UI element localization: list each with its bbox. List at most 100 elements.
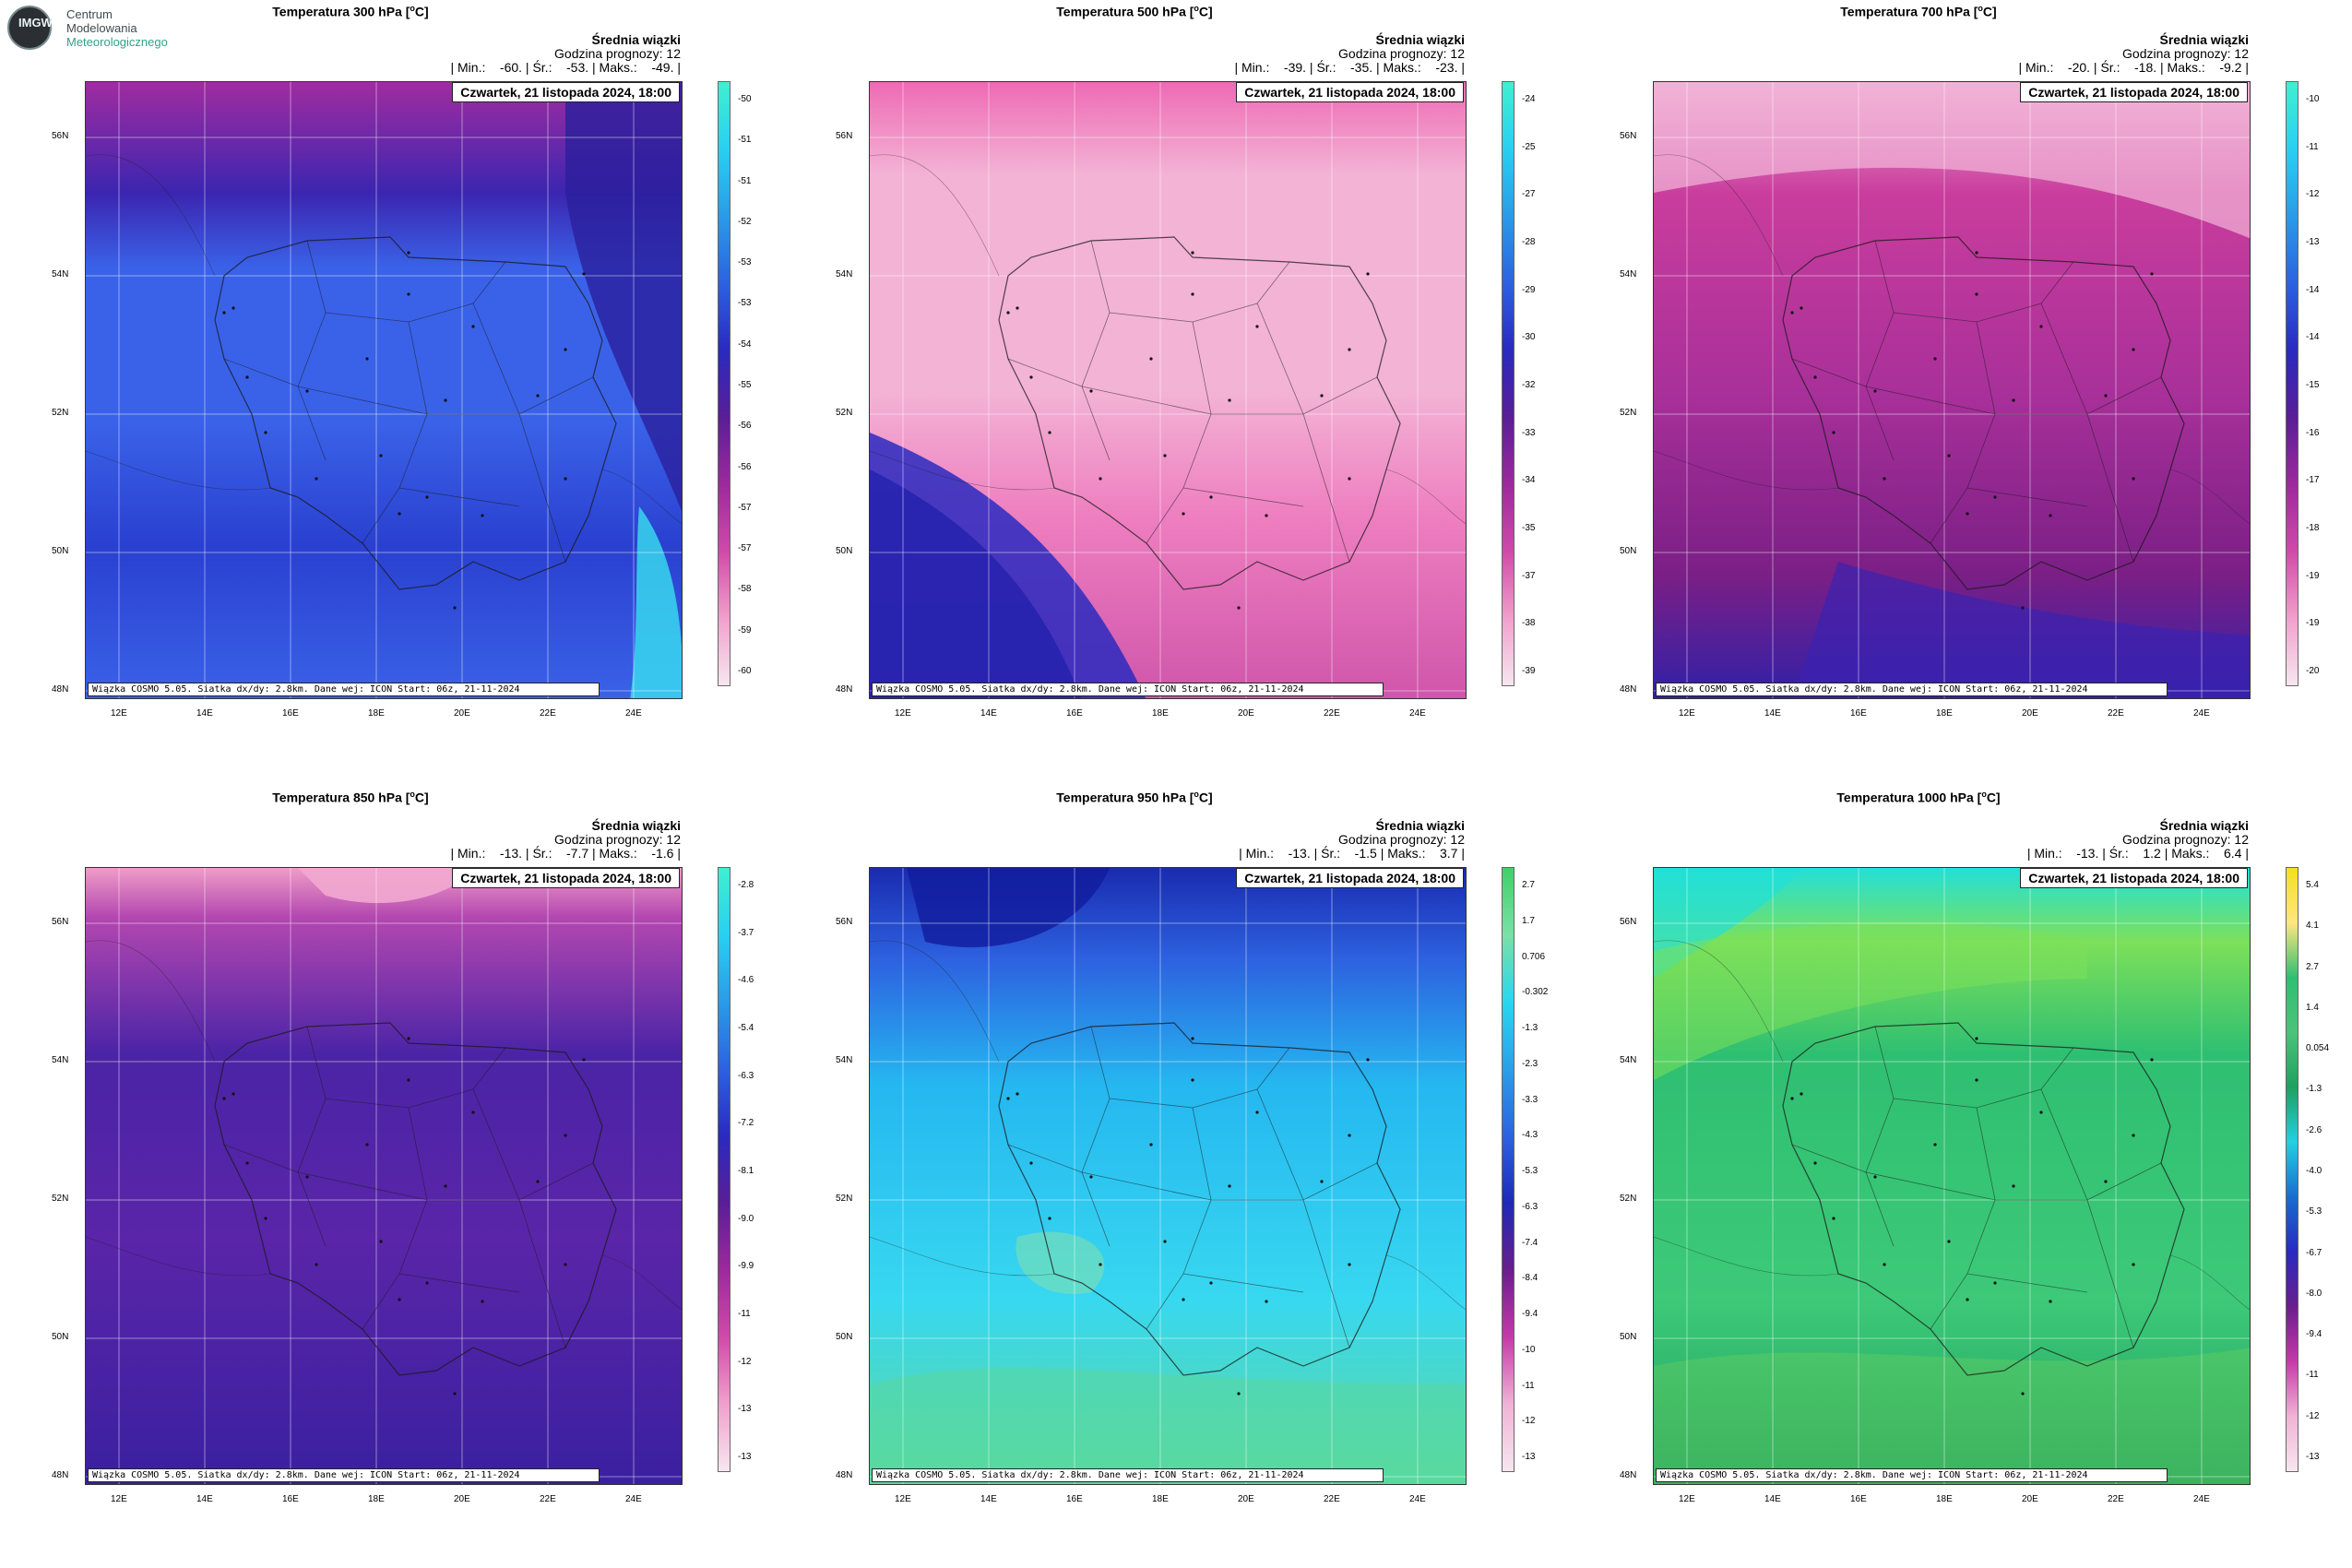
colorbar-label: -57 xyxy=(738,502,752,513)
colorbar-label: -24 xyxy=(1522,94,1536,104)
colorbar-label: -54 xyxy=(738,339,752,350)
colorbar-label: -8.1 xyxy=(738,1166,754,1176)
lat-tick-label: 52N xyxy=(52,1194,69,1204)
lat-tick-label: 50N xyxy=(1620,546,1637,556)
lat-tick-label: 56N xyxy=(52,131,69,141)
lat-tick-label: 50N xyxy=(836,546,853,556)
lon-tick-label: 22E xyxy=(540,708,556,719)
colorbar-label: -34 xyxy=(1522,475,1536,486)
lon-tick-label: 18E xyxy=(1152,708,1169,719)
colorbar-label: -55 xyxy=(738,380,752,390)
colorbar-label: -9.9 xyxy=(738,1261,754,1272)
lon-tick-label: 12E xyxy=(111,708,127,719)
panel-title-unit: C] xyxy=(414,790,429,805)
colorbar-label: -15 xyxy=(2306,380,2320,390)
ensemble-mean-label: Średnia wiązki xyxy=(2159,818,2249,833)
forecast-date-box: Czwartek, 21 listopada 2024, 18:00 xyxy=(1236,868,1464,888)
map-area: Czwartek, 21 listopada 2024, 18:00 Wiązka… xyxy=(85,81,683,699)
lon-tick-label: 24E xyxy=(625,1494,642,1504)
colorbar xyxy=(718,867,731,1472)
panel-title-text: Temperatura 300 hPa [ xyxy=(272,4,410,19)
colorbar-label: -13 xyxy=(2306,1452,2320,1462)
lon-tick-label: 22E xyxy=(2108,1494,2124,1504)
panel-info: Średnia wiązki Godzina prognozy: 12 | Min.… xyxy=(2027,819,2249,861)
imgw-badge: IMGW xyxy=(7,6,53,50)
lon-tick-label: 16E xyxy=(1066,1494,1083,1504)
model-info-footer: Wiązka COSMO 5.05. Siatka dx/dy: 2.8km. … xyxy=(88,1468,600,1482)
colorbar-label: 0.054 xyxy=(2306,1043,2330,1054)
lon-tick-label: 22E xyxy=(2108,708,2124,719)
panel-title: Temperatura 850 hPa [oC] xyxy=(0,790,701,805)
logo-line-3: Meteorologicznego xyxy=(66,35,168,49)
panel-title-text: Temperatura 500 hPa [ xyxy=(1056,4,1194,19)
map-area: Czwartek, 21 listopada 2024, 18:00 Wiązka… xyxy=(869,81,1467,699)
lat-tick-label: 50N xyxy=(836,1332,853,1342)
forecast-date-box: Czwartek, 21 listopada 2024, 18:00 xyxy=(1236,82,1464,102)
colorbar-label: -60 xyxy=(738,666,752,676)
lat-tick-label: 52N xyxy=(836,1194,853,1204)
colorbar-label: -9.4 xyxy=(1522,1309,1538,1319)
colorbar-label: -11 xyxy=(738,1309,751,1319)
logo-line-1: Centrum xyxy=(66,7,113,21)
model-info-footer: Wiązka COSMO 5.05. Siatka dx/dy: 2.8km. … xyxy=(1656,683,2168,696)
ensemble-mean-label: Średnia wiązki xyxy=(1375,32,1465,47)
lon-tick-label: 24E xyxy=(2193,1494,2210,1504)
map-field xyxy=(1654,82,2250,698)
colorbar-label: -11 xyxy=(2306,1370,2319,1381)
colorbar-label: -20 xyxy=(2306,666,2320,676)
ensemble-mean-label: Średnia wiązki xyxy=(2159,32,2249,47)
colorbar-label: -12 xyxy=(2306,189,2320,200)
lon-tick-label: 18E xyxy=(368,708,385,719)
imgw-logo: IMGW Centrum Modelowania Meteorologiczne… xyxy=(7,6,192,52)
colorbar xyxy=(2286,81,2299,686)
colorbar-label: -4.3 xyxy=(1522,1130,1538,1141)
logo-badge-text: IMGW xyxy=(18,16,53,30)
colorbar-label: -53 xyxy=(738,257,752,268)
colorbar-label: -7.2 xyxy=(738,1118,754,1129)
lat-tick-label: 52N xyxy=(1620,408,1637,418)
colorbar-label: -13 xyxy=(738,1452,752,1462)
colorbar-label: 0.706 xyxy=(1522,951,1546,962)
lon-tick-label: 22E xyxy=(1324,708,1340,719)
colorbar-label: -2.3 xyxy=(1522,1058,1538,1069)
colorbar-label: -5.3 xyxy=(2306,1206,2322,1218)
lon-tick-label: 12E xyxy=(895,708,911,719)
lon-tick-label: 22E xyxy=(1324,1494,1340,1504)
panel-title-text: Temperatura 850 hPa [ xyxy=(272,790,410,805)
colorbar-label: -6.3 xyxy=(738,1070,754,1081)
lat-tick-label: 48N xyxy=(1620,684,1637,695)
panel-title-unit: C] xyxy=(414,4,429,19)
lat-tick-label: 50N xyxy=(52,546,69,556)
panel-info: Średnia wiązki Godzina prognozy: 12 | Min.… xyxy=(1234,33,1465,75)
lon-tick-label: 24E xyxy=(2193,708,2210,719)
lon-tick-label: 20E xyxy=(1238,1494,1254,1504)
colorbar-label: 2.7 xyxy=(1522,880,1535,890)
lat-tick-label: 52N xyxy=(52,408,69,418)
colorbar xyxy=(1502,81,1515,686)
colorbar-label: -14 xyxy=(2306,332,2320,343)
forecast-hour-label: Godzina prognozy: 12 xyxy=(2122,46,2249,61)
lon-tick-label: 12E xyxy=(1679,1494,1695,1504)
degree-mark: o xyxy=(410,4,415,13)
lon-tick-label: 16E xyxy=(1066,708,1083,719)
colorbar-label: -56 xyxy=(738,421,752,432)
lon-tick-label: 18E xyxy=(1152,1494,1169,1504)
model-info-footer: Wiązka COSMO 5.05. Siatka dx/dy: 2.8km. … xyxy=(1656,1468,2168,1482)
colorbar-label: -39 xyxy=(1522,666,1536,676)
ensemble-mean-label: Średnia wiązki xyxy=(1375,818,1465,833)
colorbar-label: -2.8 xyxy=(738,880,754,890)
colorbar-label: -5.4 xyxy=(738,1023,754,1033)
panel-title-text: Temperatura 950 hPa [ xyxy=(1056,790,1194,805)
degree-mark: o xyxy=(1981,790,1987,799)
map-panel: Temperatura 1000 hPa [oC] Średnia wiązki G… xyxy=(1568,786,2329,1561)
panel-title-text: Temperatura 700 hPa [ xyxy=(1840,4,1978,19)
forecast-hour-label: Godzina prognozy: 12 xyxy=(1338,46,1465,61)
lat-tick-label: 54N xyxy=(52,1055,69,1065)
colorbar-label: -9.4 xyxy=(2306,1329,2322,1340)
map-panel: Temperatura 850 hPa [oC] Średnia wiązki Go… xyxy=(0,786,754,1561)
stats-line: | Min.: -13. | Śr.: 1.2 | Maks.: 6.4 | xyxy=(2026,846,2249,861)
lon-tick-label: 12E xyxy=(1679,708,1695,719)
panel-info: Średnia wiązki Godzina prognozy: 12 | Min.… xyxy=(1239,819,1465,861)
colorbar-label: -51 xyxy=(738,175,752,186)
colorbar xyxy=(718,81,731,686)
